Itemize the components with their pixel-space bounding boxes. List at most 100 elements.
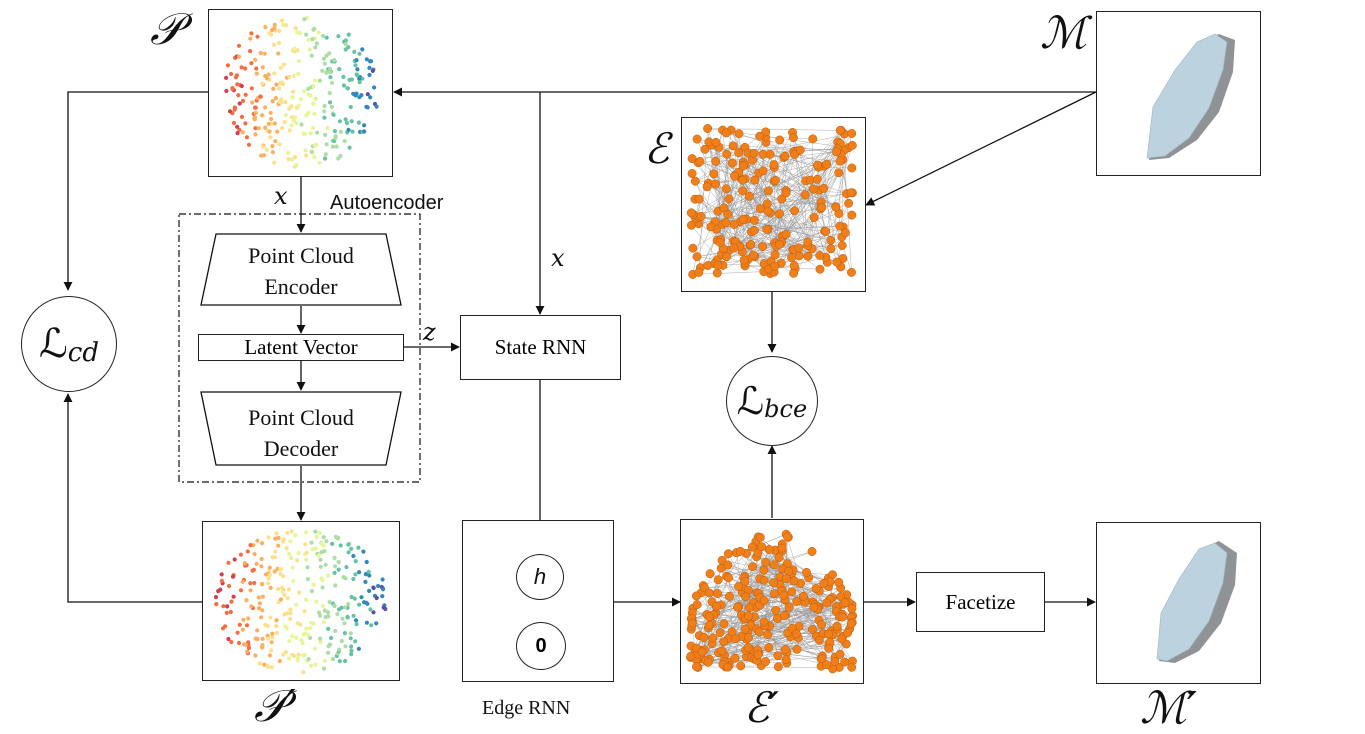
graph-node bbox=[819, 579, 827, 587]
graph-node bbox=[802, 568, 810, 576]
cloud-point bbox=[365, 621, 369, 625]
graph-node bbox=[730, 244, 738, 252]
cloud-point bbox=[247, 143, 251, 147]
cloud-point bbox=[290, 95, 294, 99]
cloud-point bbox=[264, 572, 268, 576]
graph-node bbox=[709, 634, 717, 642]
cloud-point bbox=[313, 530, 317, 534]
arrow-m-to-e bbox=[866, 92, 1096, 205]
cloud-point bbox=[253, 132, 257, 136]
cloud-point bbox=[351, 554, 355, 558]
graph-node bbox=[820, 184, 828, 192]
graph-node bbox=[718, 647, 726, 655]
cloud-point bbox=[353, 572, 357, 576]
cloud-point bbox=[357, 647, 361, 651]
cloud-point bbox=[322, 104, 326, 108]
cloud-point bbox=[258, 601, 262, 605]
cloud-point bbox=[276, 51, 280, 55]
graph-node bbox=[823, 661, 831, 669]
cloud-point bbox=[254, 637, 258, 641]
cloud-point bbox=[242, 642, 246, 646]
graph-node bbox=[776, 136, 784, 144]
cloud-point bbox=[244, 93, 248, 97]
cloud-point bbox=[332, 603, 336, 607]
cloud-point bbox=[352, 614, 356, 618]
cloud-point bbox=[281, 23, 285, 27]
graph-node bbox=[843, 629, 851, 637]
cloud-point bbox=[281, 540, 285, 544]
cloud-point bbox=[270, 665, 274, 669]
cloud-point bbox=[353, 63, 357, 67]
graph-node bbox=[691, 177, 699, 185]
cloud-point bbox=[282, 63, 286, 67]
cloud-point bbox=[337, 67, 341, 71]
cloud-point bbox=[241, 628, 245, 632]
graph-node bbox=[688, 619, 696, 627]
graph-node bbox=[848, 211, 856, 219]
graph-node bbox=[808, 547, 816, 555]
cloud-point bbox=[375, 596, 379, 600]
graph-node bbox=[770, 160, 778, 168]
cloud-point bbox=[284, 650, 288, 654]
cloud-point bbox=[311, 102, 315, 106]
graph-node bbox=[764, 631, 772, 639]
graph-node bbox=[713, 589, 721, 597]
graph-node bbox=[722, 219, 730, 227]
graph-node bbox=[756, 533, 764, 541]
graph-node bbox=[733, 603, 741, 611]
edges-eprime-panel bbox=[680, 519, 864, 684]
graph-node bbox=[799, 592, 807, 600]
graph-node bbox=[692, 592, 700, 600]
cloud-point bbox=[294, 163, 298, 167]
cloud-point bbox=[356, 546, 360, 550]
cloud-point bbox=[322, 667, 326, 671]
label-x-mid: x bbox=[551, 244, 565, 272]
graph-node bbox=[782, 230, 790, 238]
cloud-point bbox=[327, 51, 331, 55]
graph-node bbox=[781, 152, 789, 160]
cloud-point bbox=[296, 72, 300, 76]
graph-node bbox=[801, 191, 809, 199]
cloud-point bbox=[310, 150, 314, 154]
cloud-point bbox=[252, 581, 256, 585]
cloud-point bbox=[321, 34, 325, 38]
latent-vector-box: Latent Vector bbox=[198, 334, 404, 361]
cloud-point bbox=[292, 74, 296, 78]
cloud-point bbox=[288, 617, 292, 621]
cloud-point bbox=[319, 576, 323, 580]
cloud-point bbox=[346, 128, 350, 132]
graph-node bbox=[760, 618, 768, 626]
cloud-point bbox=[272, 71, 276, 75]
label-z: z bbox=[423, 318, 436, 346]
cloud-point bbox=[259, 154, 263, 158]
symbol-m: ℳ bbox=[1040, 8, 1087, 59]
cloud-point bbox=[259, 615, 263, 619]
graph-node bbox=[729, 142, 737, 150]
cloud-point bbox=[369, 59, 373, 63]
graph-node bbox=[763, 225, 771, 233]
cloud-point bbox=[318, 79, 322, 83]
graph-node bbox=[688, 169, 696, 177]
cloud-point bbox=[363, 580, 367, 584]
graph-node bbox=[745, 603, 753, 611]
cloud-point bbox=[249, 604, 253, 608]
cloud-point bbox=[318, 531, 322, 535]
latent-vector-label: Latent Vector bbox=[244, 335, 357, 360]
cloud-point bbox=[338, 119, 342, 123]
cloud-point bbox=[293, 533, 297, 537]
graph-node bbox=[778, 544, 786, 552]
cloud-point bbox=[332, 113, 336, 117]
graph-node bbox=[838, 241, 846, 249]
cloud-point bbox=[250, 100, 254, 104]
cloud-point bbox=[225, 604, 229, 608]
cloud-point bbox=[315, 131, 319, 135]
cloud-point bbox=[289, 123, 293, 127]
graph-node bbox=[836, 126, 844, 134]
cloud-point bbox=[322, 620, 326, 624]
cloud-point bbox=[249, 61, 253, 65]
cloud-point bbox=[309, 621, 313, 625]
graph-node bbox=[745, 612, 753, 620]
cloud-point bbox=[263, 126, 267, 130]
graph-node bbox=[836, 157, 844, 165]
